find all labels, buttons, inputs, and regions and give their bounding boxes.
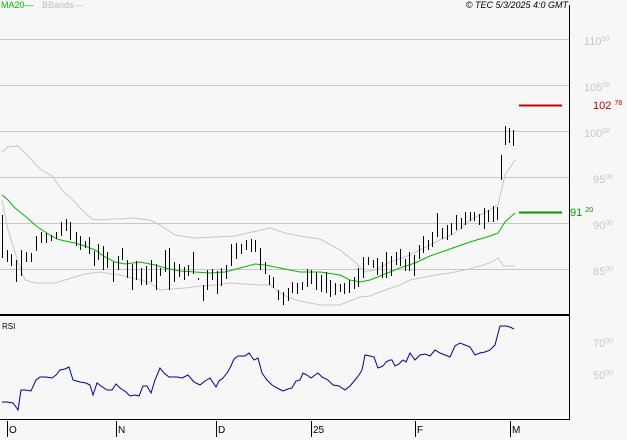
chart-legend: MA20— BBands— xyxy=(1,0,83,10)
x-label-oct: O xyxy=(9,425,17,436)
rsi-line xyxy=(2,325,515,412)
price-label-110: 11000 xyxy=(584,36,610,48)
rsi-panel-title: RSI xyxy=(2,322,16,331)
bbands-lower-line xyxy=(1,199,515,306)
x-axis-ticks xyxy=(7,421,511,437)
price-label-95: 9500 xyxy=(593,174,614,186)
ma20-line xyxy=(1,194,516,283)
price-label-85: 8500 xyxy=(593,266,614,278)
legend-ma20: MA20— xyxy=(1,0,34,10)
bbands-upper-line xyxy=(1,145,516,273)
rsi-label-70: 7000 xyxy=(593,338,614,350)
x-label-mar: M xyxy=(512,425,521,436)
x-label-dec: D xyxy=(218,425,226,436)
price-label-100: 10000 xyxy=(584,128,611,140)
price-gridlines xyxy=(0,39,569,270)
price-label-90: 9000 xyxy=(593,220,614,232)
x-label-feb: F xyxy=(417,425,424,436)
ma20-marker-label: 91 20 xyxy=(570,207,594,219)
copyright-timestamp: © TEC 5/3/2025 4:0 GMT xyxy=(465,0,568,10)
legend-bbands: BBands— xyxy=(42,0,83,10)
rsi-label-50: 5000 xyxy=(593,370,614,382)
x-label-2025: 25 xyxy=(313,425,325,436)
price-bars xyxy=(2,126,514,305)
x-label-nov: N xyxy=(118,425,126,436)
resistance-marker-label: 102 78 xyxy=(593,100,623,112)
price-label-105: 10500 xyxy=(584,82,611,94)
